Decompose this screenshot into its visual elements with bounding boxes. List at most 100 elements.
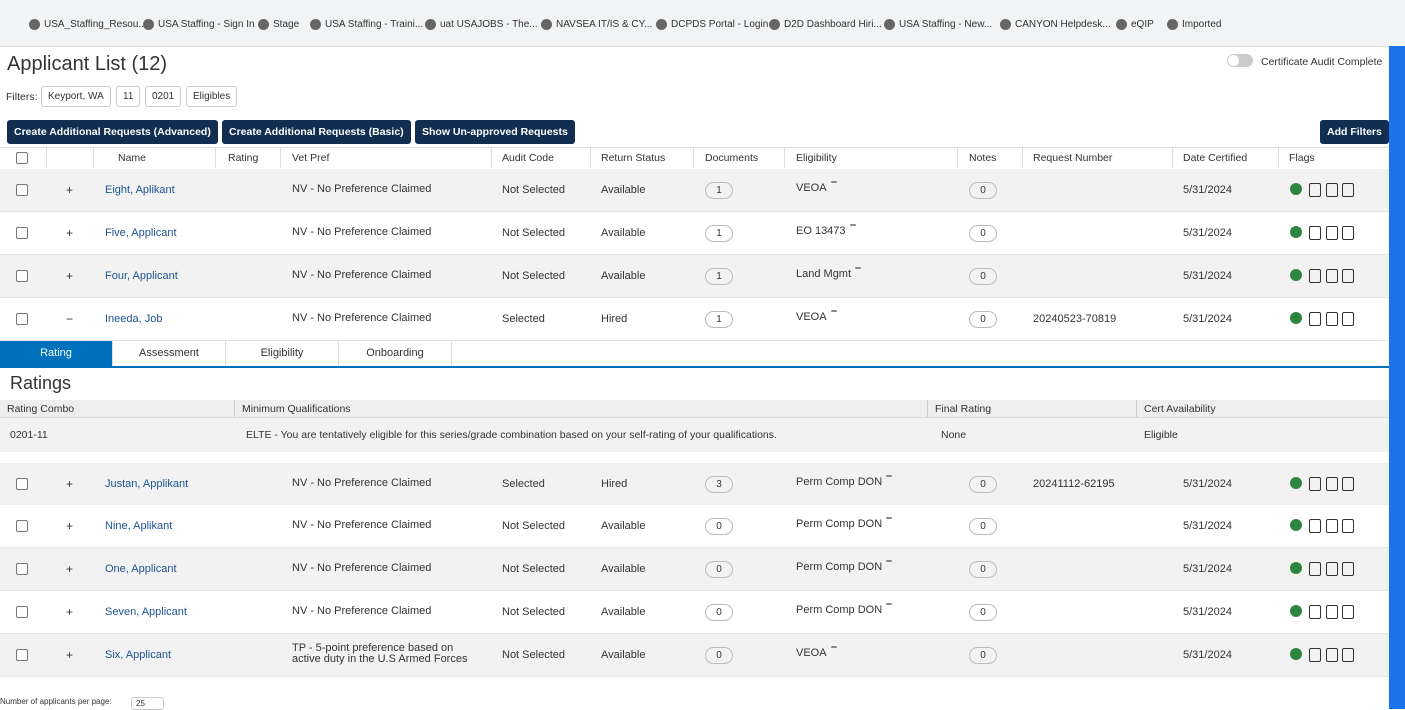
action-button[interactable]: Create Additional Requests (Advanced)	[7, 120, 218, 144]
flag-icon[interactable]	[1309, 519, 1321, 533]
applicant-name[interactable]: Ineeda, Job	[105, 313, 163, 325]
documents[interactable]: 1	[705, 268, 733, 285]
add-filters[interactable]: Add Filters	[1320, 120, 1389, 144]
flag-icon[interactable]	[1309, 477, 1321, 491]
notes[interactable]: 0	[969, 476, 997, 493]
applicant-name[interactable]: Justan, Applikant	[105, 478, 189, 490]
action-button[interactable]: Show Un-approved Requests	[415, 120, 575, 144]
checkbox[interactable]	[16, 270, 28, 282]
flag-icon[interactable]	[1309, 562, 1321, 576]
flag-icon[interactable]	[1342, 648, 1354, 662]
checkbox[interactable]	[16, 313, 28, 325]
flag-icon[interactable]	[1326, 605, 1338, 619]
flag-icon[interactable]	[1326, 226, 1338, 240]
documents[interactable]: 0	[705, 604, 733, 621]
flag-icon[interactable]	[1326, 562, 1338, 576]
expander[interactable]: +	[66, 605, 74, 619]
bookmark[interactable]: eQIP	[1131, 19, 1154, 30]
flag-icon[interactable]	[1342, 226, 1354, 240]
bookmark[interactable]: D2D Dashboard Hiri...	[784, 19, 882, 30]
applicant-name[interactable]: Seven, Applicant	[105, 606, 187, 618]
expander[interactable]: +	[66, 269, 74, 283]
filter-chip[interactable]: 11	[116, 86, 141, 107]
applicant-name[interactable]: Six, Applicant	[105, 649, 172, 661]
notes[interactable]: 0	[969, 518, 997, 535]
notes[interactable]: 0	[969, 311, 997, 328]
checkbox[interactable]	[16, 520, 28, 532]
expander[interactable]: +	[66, 648, 74, 662]
expander[interactable]: +	[66, 183, 74, 197]
notes[interactable]: 0	[969, 561, 997, 578]
documents[interactable]: 1	[705, 225, 733, 242]
expander[interactable]: +	[66, 226, 74, 240]
tab[interactable]: Assessment	[113, 341, 226, 366]
filter-chip[interactable]: Keyport, WA	[41, 86, 111, 107]
flag-icon[interactable]	[1309, 226, 1321, 240]
flag-icon[interactable]	[1342, 519, 1354, 533]
applicant-name[interactable]: One, Applicant	[105, 563, 177, 575]
flag-icon[interactable]	[1342, 562, 1354, 576]
flag-icon[interactable]	[1309, 648, 1321, 662]
notes[interactable]: 0	[969, 225, 997, 242]
documents[interactable]: 0	[705, 561, 733, 578]
tab[interactable]: Eligibility	[226, 341, 339, 366]
applicant-name[interactable]: Four, Applicant	[105, 270, 178, 282]
notes[interactable]: 0	[969, 182, 997, 199]
checkbox[interactable]	[16, 478, 28, 490]
documents[interactable]: 3	[705, 476, 733, 493]
per-page[interactable]: 25	[131, 697, 164, 710]
documents[interactable]: 0	[705, 647, 733, 664]
notes[interactable]: 0	[969, 604, 997, 621]
flag-icon[interactable]	[1326, 519, 1338, 533]
flag-icon[interactable]	[1326, 477, 1338, 491]
documents[interactable]: 0	[705, 518, 733, 535]
bookmark[interactable]: CANYON Helpdesk...	[1015, 19, 1111, 30]
expander[interactable]: +	[66, 562, 74, 576]
filter-chip[interactable]: 0201	[145, 86, 182, 107]
flag-icon[interactable]	[1342, 312, 1354, 326]
bookmark[interactable]: USA Staffing - New...	[899, 19, 993, 30]
flag-icon[interactable]	[1326, 183, 1338, 197]
applicant-name[interactable]: Nine, Aplikant	[105, 520, 173, 532]
notes[interactable]: 0	[969, 647, 997, 664]
flag-icon[interactable]	[1342, 477, 1354, 491]
flag-icon[interactable]	[1326, 312, 1338, 326]
documents[interactable]: 1	[705, 311, 733, 328]
notes[interactable]: 0	[969, 268, 997, 285]
toggle[interactable]	[1227, 54, 1253, 67]
bookmark[interactable]: USA_Staffing_Resou...	[44, 19, 147, 30]
bookmark[interactable]: uat USAJOBS - The...	[440, 19, 538, 30]
ratings-column[interactable]: Final Rating	[935, 403, 992, 415]
flag-icon[interactable]	[1309, 312, 1321, 326]
documents[interactable]: 1	[705, 182, 733, 199]
checkbox[interactable]	[16, 606, 28, 618]
flag-icon[interactable]	[1326, 269, 1338, 283]
expander[interactable]: −	[66, 312, 74, 326]
bookmark[interactable]: USA Staffing - Traini...	[325, 19, 424, 30]
bookmark[interactable]: DCPDS Portal - Login	[671, 19, 769, 30]
expander[interactable]: +	[66, 477, 74, 491]
tab[interactable]: Rating	[0, 341, 113, 366]
flag-icon[interactable]	[1309, 269, 1321, 283]
flag-icon[interactable]	[1309, 605, 1321, 619]
checkbox[interactable]	[16, 184, 28, 196]
bookmark[interactable]: NAVSEA IT/IS & CY...	[556, 19, 653, 30]
checkbox[interactable]	[16, 563, 28, 575]
ratings-column[interactable]: Rating Combo	[7, 403, 75, 415]
tab[interactable]: Onboarding	[339, 341, 452, 366]
checkbox[interactable]	[16, 227, 28, 239]
bookmark[interactable]: Stage	[273, 19, 300, 30]
checkbox[interactable]	[16, 649, 28, 661]
filter-chip[interactable]: Eligibles	[186, 86, 238, 107]
expander[interactable]: +	[66, 519, 74, 533]
bookmark[interactable]: Imported	[1182, 19, 1222, 30]
ratings-column[interactable]: Minimum Qualifications	[242, 403, 351, 415]
checkbox[interactable]	[16, 152, 28, 164]
bookmark[interactable]: USA Staffing - Sign In	[158, 19, 255, 30]
flag-icon[interactable]	[1309, 183, 1321, 197]
flag-icon[interactable]	[1342, 605, 1354, 619]
applicant-name[interactable]: Five, Applicant	[105, 227, 177, 239]
flag-icon[interactable]	[1342, 183, 1354, 197]
ratings-column[interactable]: Cert Availability	[1144, 403, 1216, 415]
applicant-name[interactable]: Eight, Aplikant	[105, 184, 175, 196]
